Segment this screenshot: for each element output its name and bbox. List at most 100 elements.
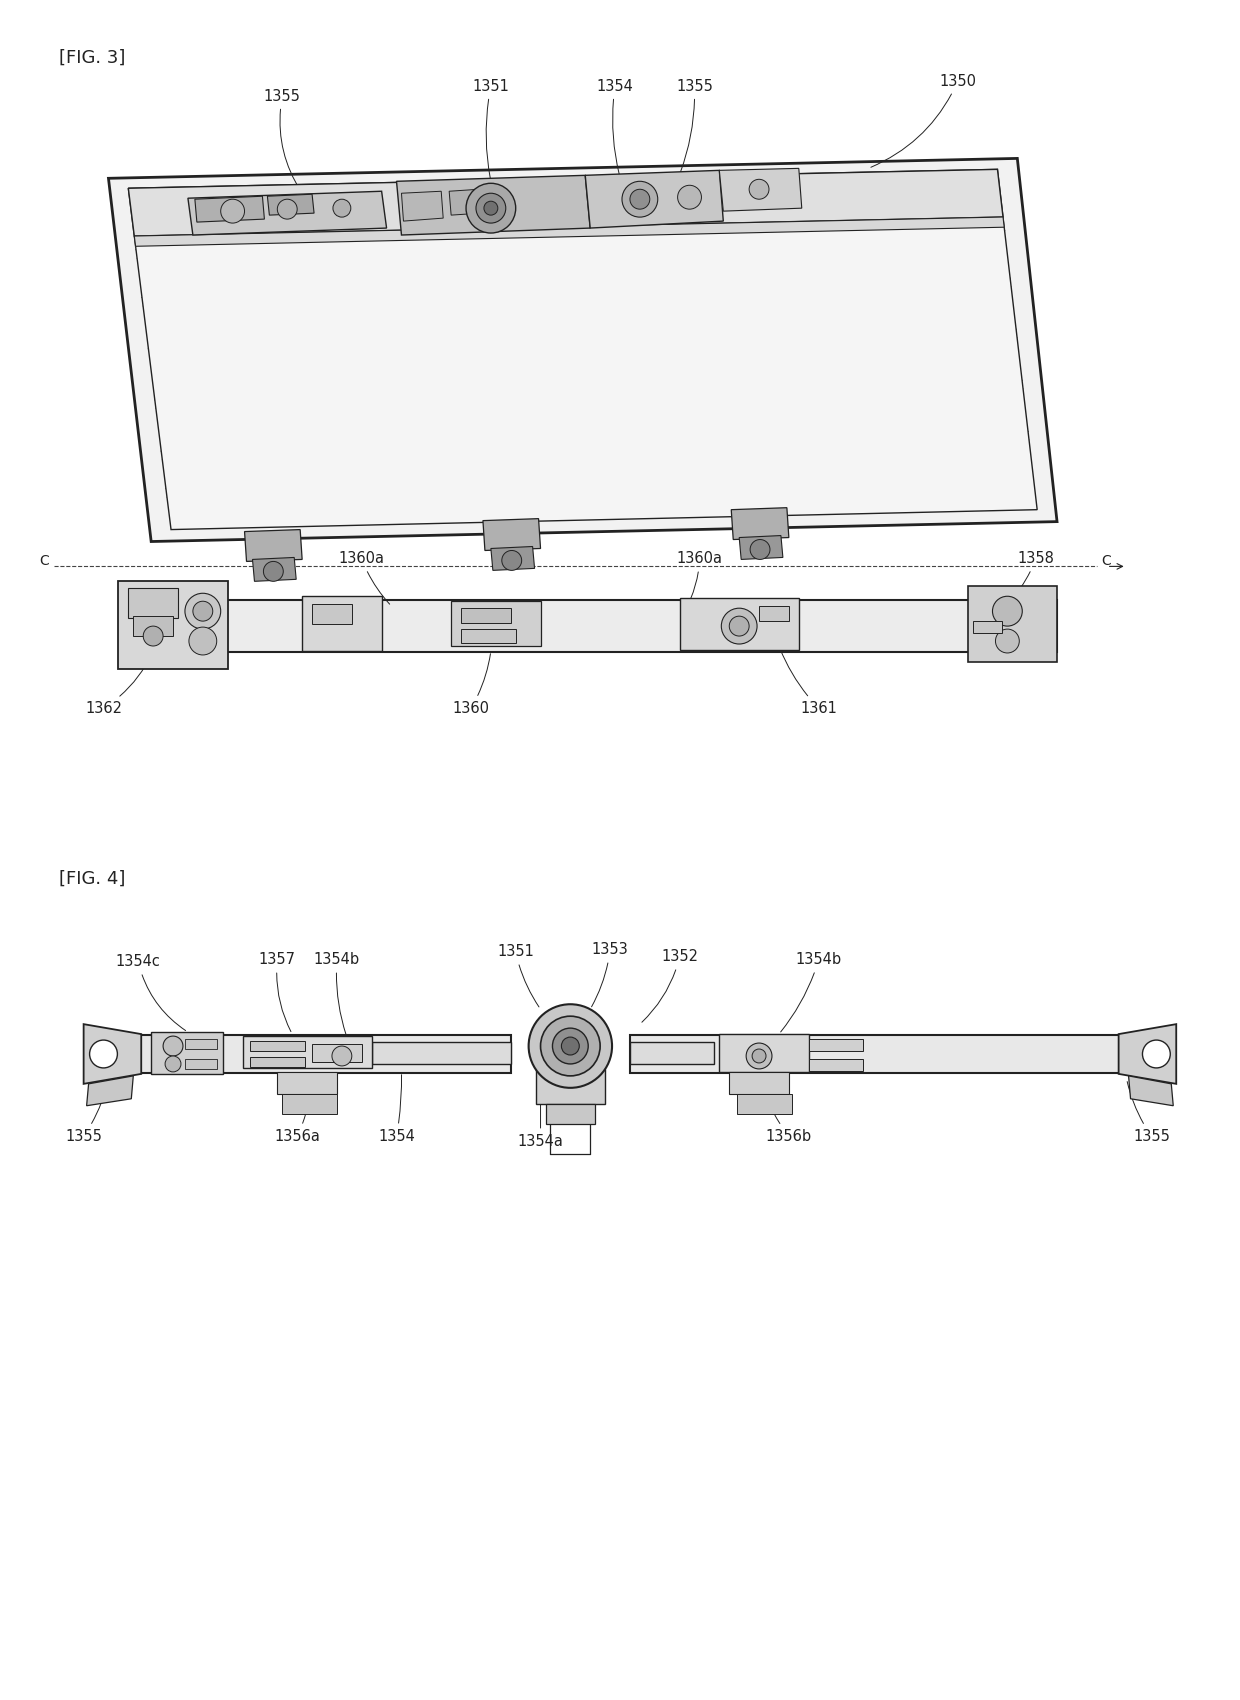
Text: 1354b: 1354b <box>314 952 360 1034</box>
Text: 1356a: 1356a <box>274 1080 320 1144</box>
Polygon shape <box>482 518 541 551</box>
Bar <box>759 607 789 620</box>
Circle shape <box>221 199 244 223</box>
Bar <box>808 1059 863 1071</box>
Circle shape <box>164 1035 184 1056</box>
Circle shape <box>992 597 1022 626</box>
Text: 1354b: 1354b <box>781 952 842 1032</box>
Circle shape <box>263 561 283 581</box>
Bar <box>250 1057 305 1068</box>
Bar <box>128 588 179 619</box>
Polygon shape <box>195 196 264 223</box>
Circle shape <box>484 201 497 216</box>
Text: 1355: 1355 <box>1127 1081 1169 1144</box>
Circle shape <box>746 1044 773 1069</box>
Text: 1356b: 1356b <box>760 1080 812 1144</box>
Polygon shape <box>268 194 314 216</box>
Circle shape <box>89 1040 118 1068</box>
Polygon shape <box>402 190 443 221</box>
Text: C: C <box>40 554 48 568</box>
Polygon shape <box>719 168 802 211</box>
Circle shape <box>622 182 657 218</box>
Bar <box>123 600 1056 653</box>
Bar <box>461 609 511 624</box>
Text: 1355: 1355 <box>676 78 713 172</box>
Bar <box>630 1035 1122 1073</box>
Bar <box>185 1039 217 1049</box>
Circle shape <box>753 1049 766 1062</box>
Circle shape <box>528 1005 613 1088</box>
Bar <box>243 1035 372 1068</box>
Circle shape <box>996 629 1019 653</box>
Circle shape <box>630 189 650 209</box>
Circle shape <box>502 551 522 571</box>
Circle shape <box>722 609 758 644</box>
Circle shape <box>750 539 770 559</box>
Bar <box>372 1042 511 1064</box>
Bar <box>138 1035 511 1073</box>
Bar <box>729 1073 789 1093</box>
Text: 1361: 1361 <box>780 649 837 716</box>
Bar <box>250 1040 305 1051</box>
Circle shape <box>729 615 749 636</box>
Text: 1360: 1360 <box>453 654 491 716</box>
Circle shape <box>541 1017 600 1076</box>
Text: 1351: 1351 <box>497 945 539 1006</box>
Circle shape <box>185 593 221 629</box>
Text: 1358: 1358 <box>1009 551 1054 602</box>
Bar <box>185 1059 217 1069</box>
Circle shape <box>476 194 506 223</box>
Bar <box>283 1093 337 1114</box>
Circle shape <box>193 602 213 620</box>
Bar <box>808 1039 863 1051</box>
Bar <box>738 1093 792 1114</box>
Polygon shape <box>1118 1023 1177 1085</box>
Text: 1350: 1350 <box>870 73 976 167</box>
Bar <box>536 1069 605 1103</box>
Polygon shape <box>134 218 1004 246</box>
Text: 1354: 1354 <box>378 1074 415 1144</box>
Polygon shape <box>128 170 1037 530</box>
Polygon shape <box>585 170 723 228</box>
Text: C: C <box>1102 554 1111 568</box>
Polygon shape <box>87 1076 133 1105</box>
Polygon shape <box>128 170 1003 236</box>
Polygon shape <box>1128 1076 1173 1105</box>
Text: 1362: 1362 <box>86 653 153 716</box>
Text: 1360a: 1360a <box>677 551 723 598</box>
Text: 1354c: 1354c <box>115 954 186 1030</box>
Text: 1360a: 1360a <box>339 551 389 604</box>
Polygon shape <box>83 1023 141 1085</box>
Circle shape <box>677 185 702 209</box>
Polygon shape <box>188 190 387 235</box>
Circle shape <box>144 626 164 646</box>
Text: 1355: 1355 <box>264 88 301 190</box>
Text: 1351: 1351 <box>472 78 510 178</box>
Circle shape <box>334 199 351 218</box>
Circle shape <box>749 178 769 199</box>
Polygon shape <box>244 530 303 561</box>
Circle shape <box>332 1046 352 1066</box>
Bar <box>719 1034 808 1073</box>
Bar <box>278 1073 337 1093</box>
Bar <box>546 1103 595 1124</box>
Bar <box>680 598 799 649</box>
Polygon shape <box>739 536 782 559</box>
Bar <box>630 1042 714 1064</box>
Text: 1355: 1355 <box>66 1081 108 1144</box>
Polygon shape <box>108 158 1056 542</box>
Circle shape <box>165 1056 181 1073</box>
Bar <box>312 604 352 624</box>
Circle shape <box>562 1037 579 1056</box>
Bar <box>972 620 1002 632</box>
Polygon shape <box>732 508 789 539</box>
Bar <box>461 629 516 643</box>
Text: 1354: 1354 <box>596 78 634 175</box>
Text: 1352: 1352 <box>642 949 698 1022</box>
Polygon shape <box>397 175 590 235</box>
Circle shape <box>466 184 516 233</box>
Text: [FIG. 3]: [FIG. 3] <box>58 49 125 66</box>
Bar <box>133 615 174 636</box>
Bar <box>967 586 1056 661</box>
Polygon shape <box>253 558 296 581</box>
